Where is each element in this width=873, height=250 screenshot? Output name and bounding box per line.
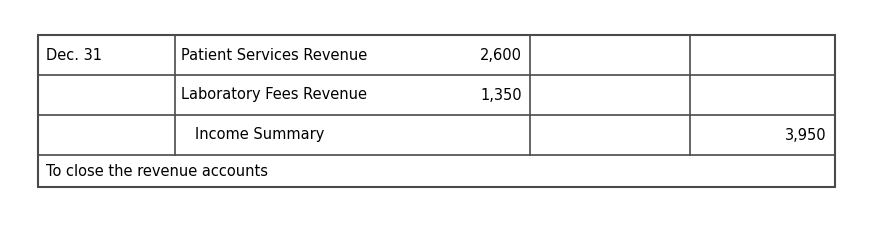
Text: Income Summary: Income Summary <box>195 128 325 142</box>
Text: 2,600: 2,600 <box>480 48 522 62</box>
Text: Laboratory Fees Revenue: Laboratory Fees Revenue <box>181 88 367 102</box>
Text: Dec. 31: Dec. 31 <box>46 48 102 62</box>
Text: Patient Services Revenue: Patient Services Revenue <box>181 48 368 62</box>
Text: To close the revenue accounts: To close the revenue accounts <box>46 164 268 178</box>
Bar <box>38 35 835 187</box>
Text: 1,350: 1,350 <box>480 88 522 102</box>
Text: 3,950: 3,950 <box>786 128 827 142</box>
